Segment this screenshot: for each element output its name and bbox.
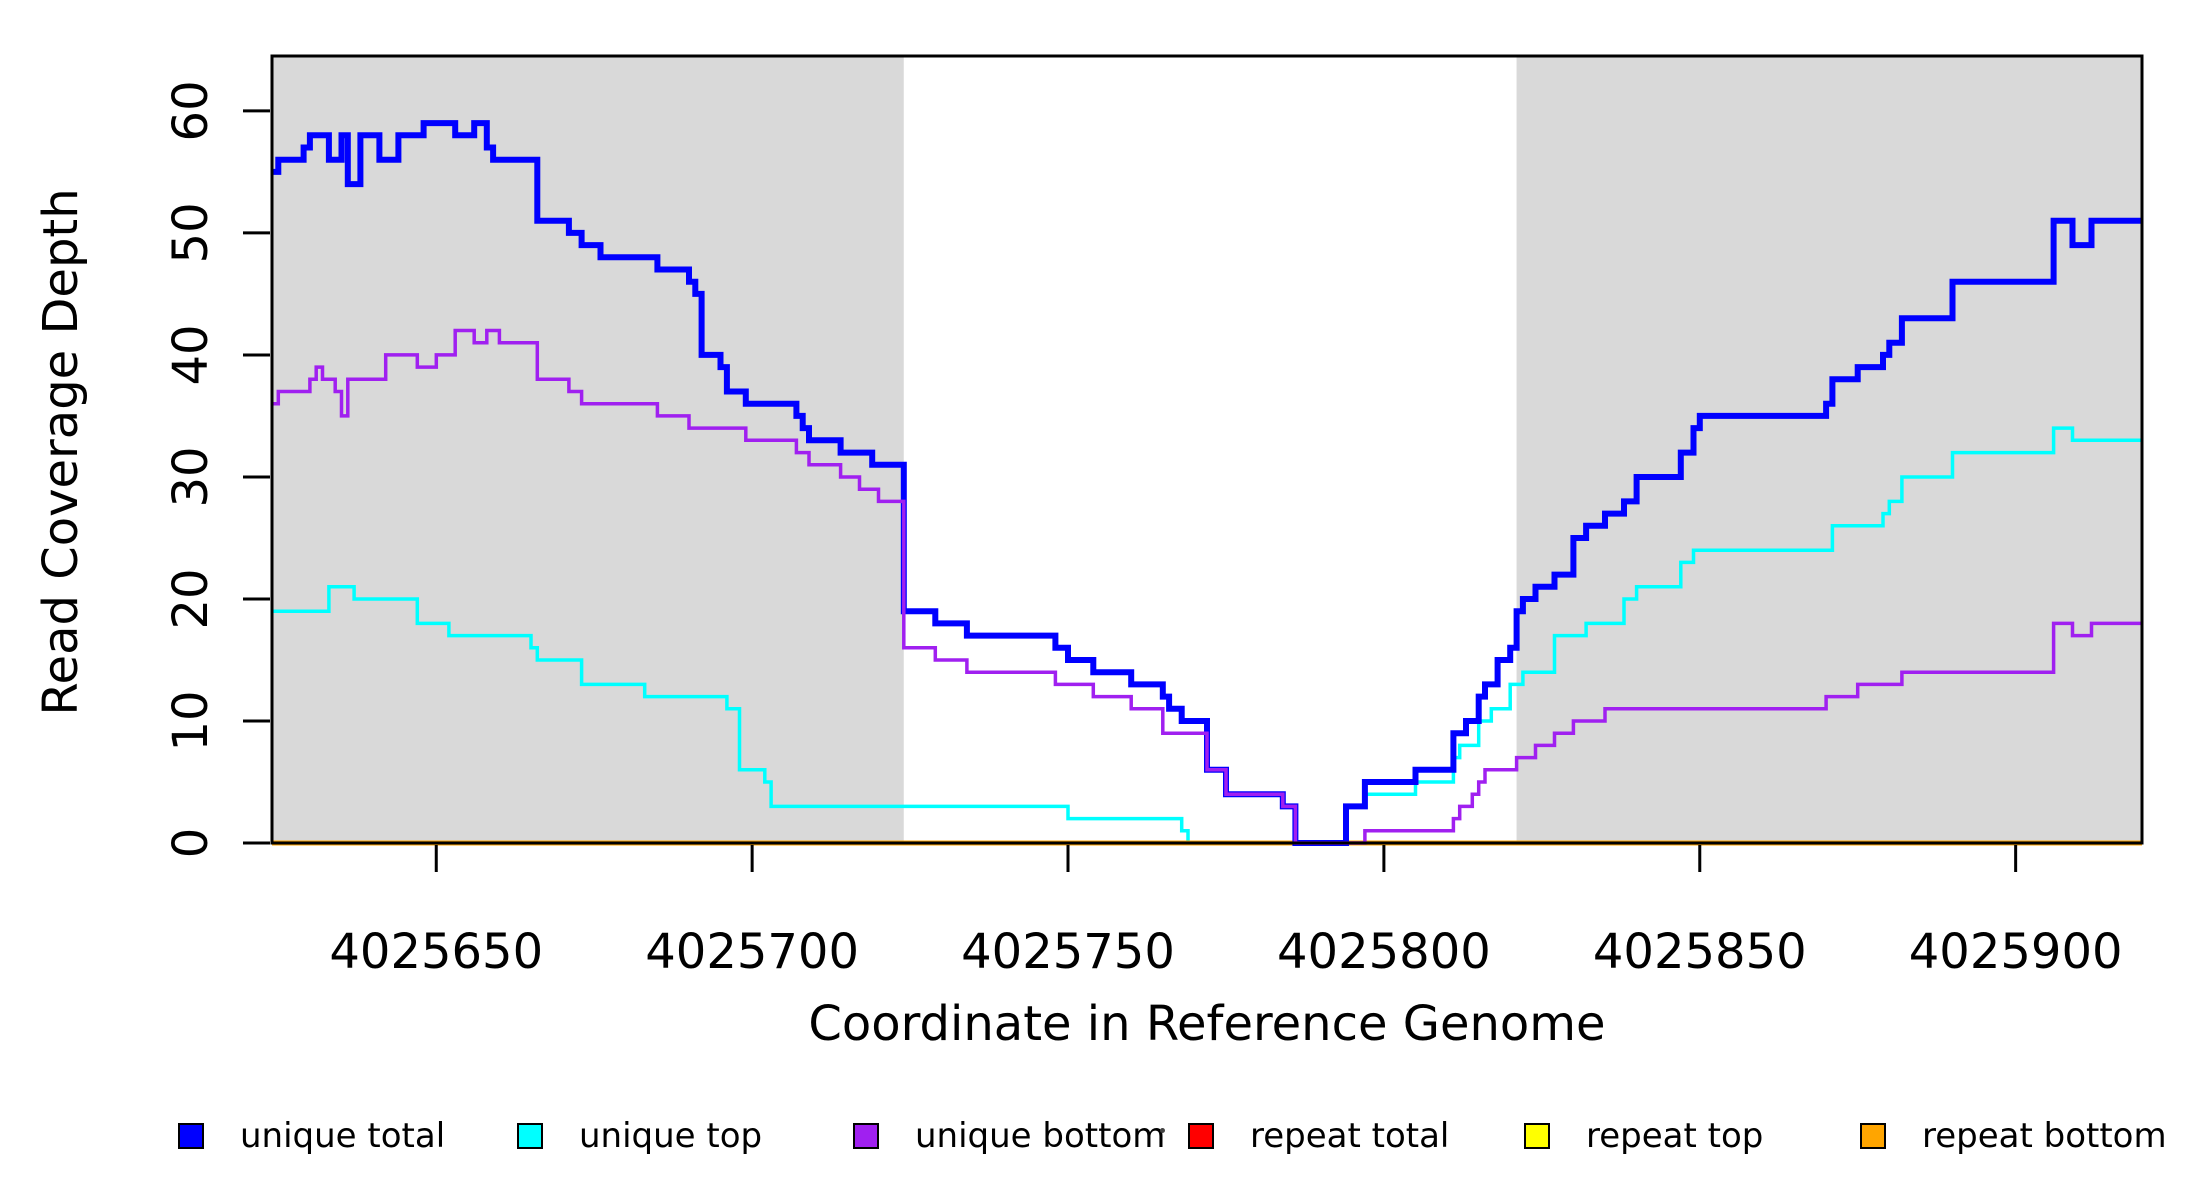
legend-label: repeat total — [1250, 1116, 1450, 1156]
series-unique-bottom-line — [272, 328, 2142, 845]
x-tick-label: 4025650 — [329, 924, 543, 980]
series-unique-total-line — [272, 120, 2142, 846]
shaded-region-0 — [272, 56, 904, 843]
legend-swatch-unique-top — [517, 1123, 543, 1149]
y-tick-label: 0 — [163, 828, 219, 859]
plot-border — [270, 54, 2144, 845]
legend-label: repeat top — [1586, 1116, 1764, 1156]
shaded-region-1 — [1516, 56, 2142, 843]
legend-swatch-unique-total — [178, 1123, 204, 1149]
x-axis-title: Coordinate in Reference Genome — [808, 996, 1605, 1052]
legend-label: unique total — [240, 1116, 446, 1156]
legend-label: unique bottom — [915, 1116, 1166, 1156]
y-tick-label: 10 — [163, 690, 219, 751]
x-tick-label: 4025800 — [1277, 924, 1491, 980]
stray-dot — [1160, 1128, 1165, 1133]
y-tick-label: 40 — [163, 324, 219, 385]
x-tick-label: 4025700 — [645, 924, 859, 980]
x-tick-label: 4025900 — [1909, 924, 2123, 980]
legend-label: repeat bottom — [1922, 1116, 2167, 1156]
x-tick-label: 4025750 — [961, 924, 1175, 980]
y-tick-label: 20 — [163, 568, 219, 629]
y-tick-label: 60 — [163, 80, 219, 141]
legend-swatch-unique-bottom — [853, 1123, 879, 1149]
legend-swatch-repeat-total — [1188, 1123, 1214, 1149]
legend-label: unique top — [579, 1116, 763, 1156]
legend-swatch-repeat-top — [1524, 1123, 1550, 1149]
y-axis-title: Read Coverage Depth — [33, 188, 89, 715]
y-tick-label: 30 — [163, 446, 219, 507]
y-tick-label: 50 — [163, 202, 219, 263]
x-tick-label: 4025850 — [1593, 924, 1807, 980]
legend-swatch-repeat-bottom — [1860, 1123, 1886, 1149]
